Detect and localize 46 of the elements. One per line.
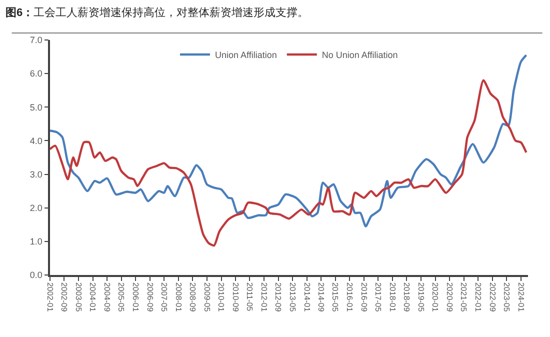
x-tick-label: 2018-01: [388, 282, 397, 312]
y-tick-label: 5.0: [30, 102, 42, 112]
y-tick-label: 4.0: [30, 136, 42, 146]
x-tick-label: 2017-05: [374, 282, 383, 312]
x-tick-label: 2019-05: [416, 282, 426, 312]
x-tick-label: 2004-01: [88, 282, 98, 312]
y-tick-label: 1.0: [30, 236, 42, 247]
x-tick-label: 2016-01: [345, 282, 354, 312]
x-tick-label: 2012-01: [259, 282, 268, 312]
x-tick-label: 2011-05: [245, 282, 254, 312]
x-tick-label: 2012-09: [274, 282, 283, 312]
chart-title: 图6：工会工人薪资增速保持高位，对整体薪资增速形成支撑。: [6, 6, 309, 20]
x-tick-label: 2023-05: [502, 282, 511, 312]
x-tick-label: 2005-05: [116, 282, 126, 312]
x-tick-label: 2010-01: [216, 282, 226, 312]
x-tick-label: 2010-09: [230, 282, 240, 312]
x-tick-label: 2015-05: [330, 282, 340, 312]
x-tick-label: 2022-09: [488, 282, 497, 312]
x-tick-label: 2014-01: [302, 282, 312, 312]
x-tick-label: 2021-05: [459, 282, 468, 312]
legend-label: No Union Affiliation: [322, 50, 398, 60]
x-tick-label: 2006-01: [131, 282, 140, 312]
x-tick-label: 2008-09: [188, 282, 198, 312]
x-tick-label: 2008-01: [174, 282, 183, 312]
x-tick-label: 2020-09: [444, 282, 454, 312]
x-tick-label: 2013-05: [288, 282, 297, 312]
x-tick-label: 2002-09: [60, 282, 69, 312]
y-tick-label: 6.0: [30, 68, 42, 79]
x-tick-label: 2024-01: [516, 282, 526, 312]
line-series: [50, 79, 528, 247]
x-tick-label: 2004-09: [102, 282, 112, 312]
x-tick-label: 2014-09: [316, 282, 326, 312]
legend-label: Union Affiliation: [215, 50, 277, 60]
x-tick-label: 2020-01: [430, 282, 440, 312]
y-tick-label: 7.0: [30, 35, 42, 46]
x-tick-label: 2018-09: [402, 282, 412, 312]
x-tick-label: 2022-01: [474, 282, 483, 312]
y-tick-label: 0.0: [30, 270, 42, 280]
x-tick-label: 2003-05: [74, 282, 83, 312]
x-tick-label: 2002-01: [45, 282, 54, 312]
x-tick-label: 2016-09: [359, 282, 368, 312]
x-tick-label: 2006-09: [145, 282, 154, 312]
y-tick-label: 3.0: [30, 169, 42, 180]
x-tick-label: 2009-05: [202, 282, 212, 312]
x-tick-label: 2007-05: [159, 282, 168, 312]
y-tick-label: 2.0: [30, 203, 42, 214]
